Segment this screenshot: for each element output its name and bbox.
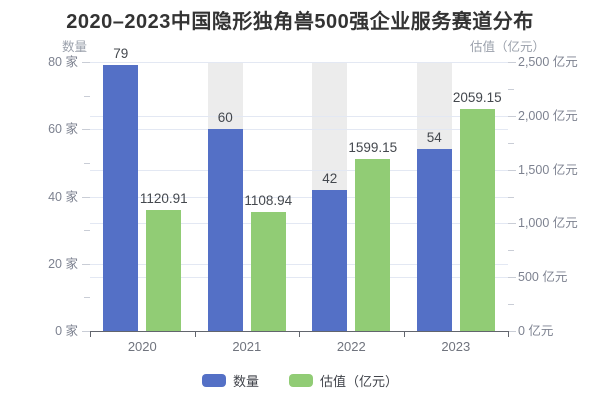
- plot-area: 0 家 20 家 40 家 60 家 80 家 0 亿元 500 亿元 1,000 亿元 1,5…: [48, 46, 578, 354]
- left-axis-label: 0 家: [55, 324, 78, 338]
- right-axis-tick: [508, 331, 516, 332]
- right-axis-title: 估值（亿元）: [469, 40, 545, 54]
- gridline: [90, 169, 508, 171]
- valuation-bar[interactable]: [146, 210, 182, 331]
- gridline: [90, 62, 508, 63]
- right-axis-tick: [508, 115, 516, 117]
- count-value-label: 54: [426, 130, 442, 146]
- left-axis-minor-tick: [84, 162, 90, 164]
- gridline: [90, 223, 508, 225]
- gridline: [90, 196, 508, 198]
- legend-swatch-count: [201, 373, 226, 387]
- gridline: [90, 115, 508, 117]
- valuation-value-label: 1108.94: [244, 192, 293, 208]
- left-axis-minor-tick: [84, 95, 90, 97]
- right-axis-minor-tick: [508, 304, 514, 306]
- legend-item-valuation[interactable]: 估值（亿元）: [289, 371, 398, 390]
- right-axis-tick: [508, 62, 516, 63]
- valuation-bar[interactable]: [250, 211, 286, 331]
- left-axis-label: 80 家: [48, 55, 78, 69]
- right-axis-label: 0 亿元: [518, 324, 554, 338]
- left-axis-tick: [82, 263, 90, 265]
- valuation-value-label: 2059.15: [452, 90, 502, 106]
- left-axis-label: 60 家: [48, 122, 78, 137]
- valuation-value-label: 1120.91: [139, 191, 188, 207]
- left-axis-minor-tick: [84, 297, 90, 299]
- left-axis-tick: [82, 196, 90, 198]
- right-axis-minor-tick: [508, 250, 514, 252]
- right-axis-label: 2,000 亿元: [518, 108, 578, 123]
- legend-swatch-valuation: [289, 373, 313, 387]
- gridline: [90, 263, 508, 265]
- right-axis-tick: [508, 169, 516, 171]
- count-bar[interactable]: [103, 65, 139, 331]
- left-axis-minor-tick: [84, 230, 90, 232]
- right-axis-minor-tick: [508, 196, 514, 198]
- left-axis-tick: [82, 62, 90, 63]
- left-axis-label: 20 家: [48, 256, 78, 271]
- x-axis-label: 2022: [336, 339, 366, 354]
- left-axis-tick: [82, 129, 90, 131]
- x-axis-tick: [299, 332, 300, 337]
- legend: 数量 估值（亿元）: [0, 370, 600, 390]
- right-axis-minor-tick: [508, 142, 514, 144]
- legend-label: 估值（亿元）: [320, 373, 399, 389]
- x-axis-label: 2021: [232, 339, 262, 354]
- chart-title: 2020–2023中国隐形独角兽500强企业服务赛道分布: [66, 11, 534, 33]
- count-bar[interactable]: [312, 189, 348, 331]
- left-axis-title: 数量: [62, 40, 88, 54]
- count-bar[interactable]: [207, 129, 243, 332]
- valuation-bar[interactable]: [355, 158, 391, 331]
- legend-label: 数量: [232, 373, 259, 389]
- left-axis-tick: [82, 331, 90, 332]
- count-value-label: 42: [322, 170, 338, 186]
- count-value-label: 79: [113, 46, 129, 62]
- right-axis-label: 500 亿元: [518, 270, 568, 285]
- right-axis-label: 2,500 亿元: [518, 55, 578, 69]
- right-axis-label: 1,000 亿元: [518, 216, 578, 231]
- x-axis-tick: [508, 332, 509, 337]
- x-axis-label: 2023: [441, 339, 471, 354]
- x-axis-label: 2020: [127, 339, 157, 354]
- gridline: [90, 129, 508, 131]
- count-value-label: 60: [217, 110, 233, 126]
- valuation-bar[interactable]: [459, 109, 495, 331]
- right-axis-minor-tick: [508, 88, 514, 90]
- right-axis-tick: [508, 223, 516, 225]
- right-axis-label: 1,500 亿元: [518, 162, 578, 177]
- gridline: [90, 277, 508, 279]
- x-axis-line: [90, 331, 509, 332]
- x-axis-tick: [90, 332, 91, 337]
- legend-item-count[interactable]: 数量: [201, 371, 259, 390]
- x-axis-tick: [403, 332, 405, 337]
- valuation-value-label: 1599.15: [348, 139, 398, 155]
- right-axis-tick: [508, 277, 516, 279]
- left-axis-label: 40 家: [48, 189, 78, 204]
- count-bar[interactable]: [416, 149, 452, 331]
- x-axis-tick: [194, 332, 196, 337]
